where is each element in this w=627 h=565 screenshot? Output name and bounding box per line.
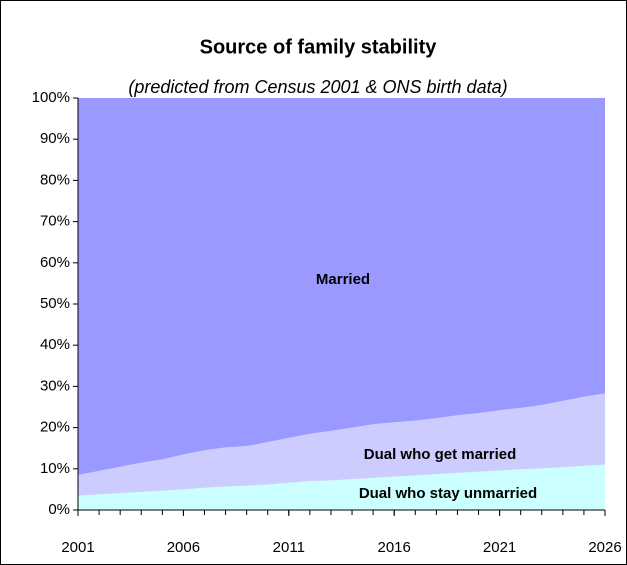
area	[78, 464, 605, 510]
y-tick-label: 0%	[48, 501, 70, 518]
y-tick-label: 20%	[40, 419, 70, 436]
y-tick-label: 80%	[40, 171, 70, 188]
y-tick-label: 10%	[40, 460, 70, 477]
y-tick-label: 100%	[32, 89, 70, 106]
x-tick-label: 2026	[588, 539, 621, 556]
y-tick-label: 90%	[40, 130, 70, 147]
area-label: Dual who stay unmarried	[359, 485, 537, 502]
y-tick-label: 70%	[40, 213, 70, 230]
area-label: Married	[316, 271, 370, 288]
x-tick-label: 2021	[483, 539, 516, 556]
chart-title: Source of family stability	[200, 36, 438, 58]
x-tick-label: 2011	[273, 539, 305, 556]
area	[78, 98, 605, 475]
x-tick-label: 2016	[378, 539, 411, 556]
area	[78, 393, 605, 496]
x-tick-label: 2001	[61, 539, 94, 556]
y-tick-label: 30%	[40, 377, 70, 394]
area-label: Dual who get married	[364, 446, 517, 463]
y-tick-label: 60%	[40, 254, 70, 271]
y-tick-label: 40%	[40, 336, 70, 353]
x-tick-label: 2006	[167, 539, 200, 556]
chart-subtitle: (predicted from Census 2001 & ONS birth …	[128, 77, 507, 97]
y-tick-label: 50%	[40, 295, 70, 312]
